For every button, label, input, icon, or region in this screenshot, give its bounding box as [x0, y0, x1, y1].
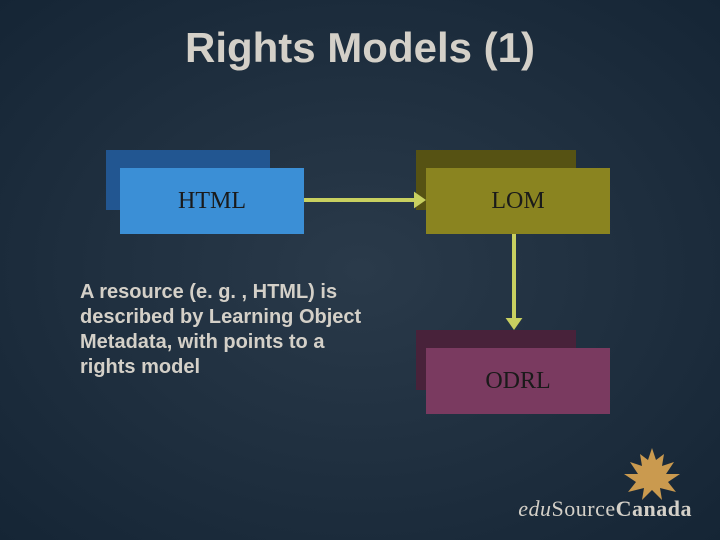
box-odrl-label: ODRL	[426, 348, 610, 414]
logo: eduSourceCanada	[518, 444, 692, 522]
box-lom: LOM	[416, 150, 610, 234]
box-html-label: HTML	[120, 168, 304, 234]
logo-text-edu: edu	[518, 496, 551, 521]
logo-text-canada: Canada	[616, 496, 692, 521]
caption: A resource (e. g. , HTML) is described b…	[80, 280, 370, 380]
page-title: Rights Models (1)	[0, 24, 720, 72]
maple-leaf-icon	[612, 444, 692, 500]
logo-text-source: Source	[552, 496, 616, 521]
logo-text: eduSourceCanada	[518, 496, 692, 522]
box-lom-label: LOM	[426, 168, 610, 234]
box-odrl: ODRL	[416, 330, 610, 414]
box-html: HTML	[106, 150, 304, 234]
